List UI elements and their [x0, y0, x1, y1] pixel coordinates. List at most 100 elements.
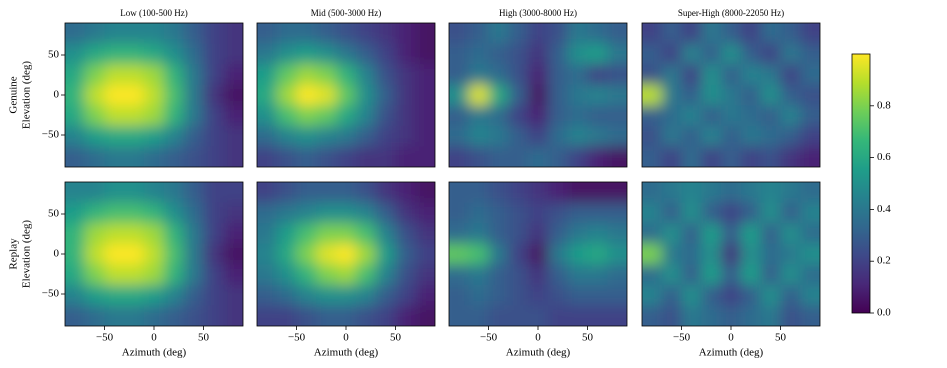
heatmap-cell [375, 23, 397, 45]
heatmap-cell [203, 264, 224, 286]
heatmap-cell [740, 146, 762, 167]
heatmap-cell [607, 284, 627, 307]
heatmap-cell [468, 264, 490, 286]
heatmap-cell [104, 146, 125, 167]
heatmap-cell [223, 264, 243, 286]
heatmap-cell [336, 146, 357, 167]
heatmap-cell [508, 125, 529, 148]
heatmap-cell [223, 125, 243, 148]
heatmap-cell [296, 182, 317, 204]
heatmap-cell [144, 284, 165, 307]
heatmap-cell [257, 202, 278, 224]
y-axis-label: Elevation (deg) [21, 220, 33, 288]
heatmap-cell [355, 105, 377, 127]
heatmap-cell [488, 202, 509, 224]
heatmap-cell [296, 23, 317, 45]
heatmap-cell [144, 223, 165, 245]
heatmap-cell [587, 23, 608, 45]
heatmap-cell [587, 105, 608, 127]
y-tick-label: 0 [54, 248, 60, 260]
heatmap-cell [488, 43, 509, 65]
heatmap-cell [257, 223, 278, 245]
heatmap-cell [65, 305, 86, 326]
heatmap-cell [84, 305, 106, 326]
heatmap-cell [144, 305, 165, 326]
heatmap-cell [508, 84, 529, 106]
heatmap-cell [587, 146, 608, 167]
heatmap-cell [124, 182, 145, 204]
heatmap-cell [144, 84, 165, 106]
heatmap-cell [336, 264, 357, 286]
heatmap-cell [375, 284, 397, 307]
heatmap-cell [607, 105, 627, 127]
x-tick-label: −50 [288, 332, 306, 344]
heatmap-cell [780, 305, 801, 326]
heatmap [642, 182, 820, 326]
heatmap-cell [84, 223, 106, 245]
heatmap-cell [800, 84, 820, 106]
heatmap-cell [124, 146, 145, 167]
colorbar-tick-label: 0.2 [877, 255, 891, 267]
heatmap-cell [223, 182, 243, 204]
heatmap-cell [721, 125, 742, 148]
heatmap-cell [355, 23, 377, 45]
panel-title: Low (100-500 Hz) [120, 8, 187, 18]
heatmap-cell [316, 243, 337, 265]
heatmap-cell [257, 64, 278, 86]
heatmap-cell [661, 105, 683, 127]
heatmap-cell [415, 223, 435, 245]
heatmap-cell [296, 125, 317, 148]
heatmap-cell [528, 23, 549, 45]
x-tick-label: −50 [673, 332, 691, 344]
heatmap-cell [104, 243, 125, 265]
heatmap-cell [163, 243, 185, 265]
heatmap-cell [415, 125, 435, 148]
heatmap-cell [800, 146, 820, 167]
heatmap-cell [183, 64, 205, 86]
heatmap-cell [800, 202, 820, 224]
heatmap-cell [449, 264, 470, 286]
heatmap-cell [415, 264, 435, 286]
heatmap-cell [800, 264, 820, 286]
heatmap-cell [721, 182, 742, 204]
heatmap-cell [449, 64, 470, 86]
heatmap-cell [296, 202, 317, 224]
heatmap-cell [203, 43, 224, 65]
heatmap-cell [84, 243, 106, 265]
heatmap-cell [144, 125, 165, 148]
heatmap-cell [721, 264, 742, 286]
heatmap-cell [488, 223, 509, 245]
heatmap-cell [449, 202, 470, 224]
heatmap-cell [203, 23, 224, 45]
heatmap-cell [547, 305, 569, 326]
heatmap-cell [395, 264, 416, 286]
heatmap-cell [661, 223, 683, 245]
x-tick-label: 0 [343, 332, 349, 344]
heatmap-cell [316, 146, 337, 167]
heatmap-cell [257, 43, 278, 65]
heatmap-cell [607, 305, 627, 326]
heatmap-cell [65, 105, 86, 127]
heatmap-cell [800, 105, 820, 127]
heatmap-cell [468, 305, 490, 326]
heatmap-cell [257, 105, 278, 127]
heatmap-cell [65, 64, 86, 86]
heatmap-cell [65, 125, 86, 148]
heatmap-cell [760, 305, 782, 326]
heatmap-cell [415, 23, 435, 45]
heatmap-cell [661, 125, 683, 148]
heatmap-cell [449, 182, 470, 204]
heatmap-cell [375, 105, 397, 127]
heatmap-cell [355, 264, 377, 286]
heatmap-cell [701, 125, 722, 148]
panel-title: Mid (500-3000 Hz) [311, 8, 382, 18]
heatmap-cell [223, 243, 243, 265]
heatmap-cell [316, 43, 337, 65]
heatmap-cell [780, 64, 801, 86]
heatmap-cell [567, 305, 589, 326]
heatmap-cell [257, 23, 278, 45]
heatmap-cell [547, 223, 569, 245]
heatmap-cell [800, 43, 820, 65]
heatmap-cell [567, 23, 589, 45]
heatmap-cell [800, 64, 820, 86]
